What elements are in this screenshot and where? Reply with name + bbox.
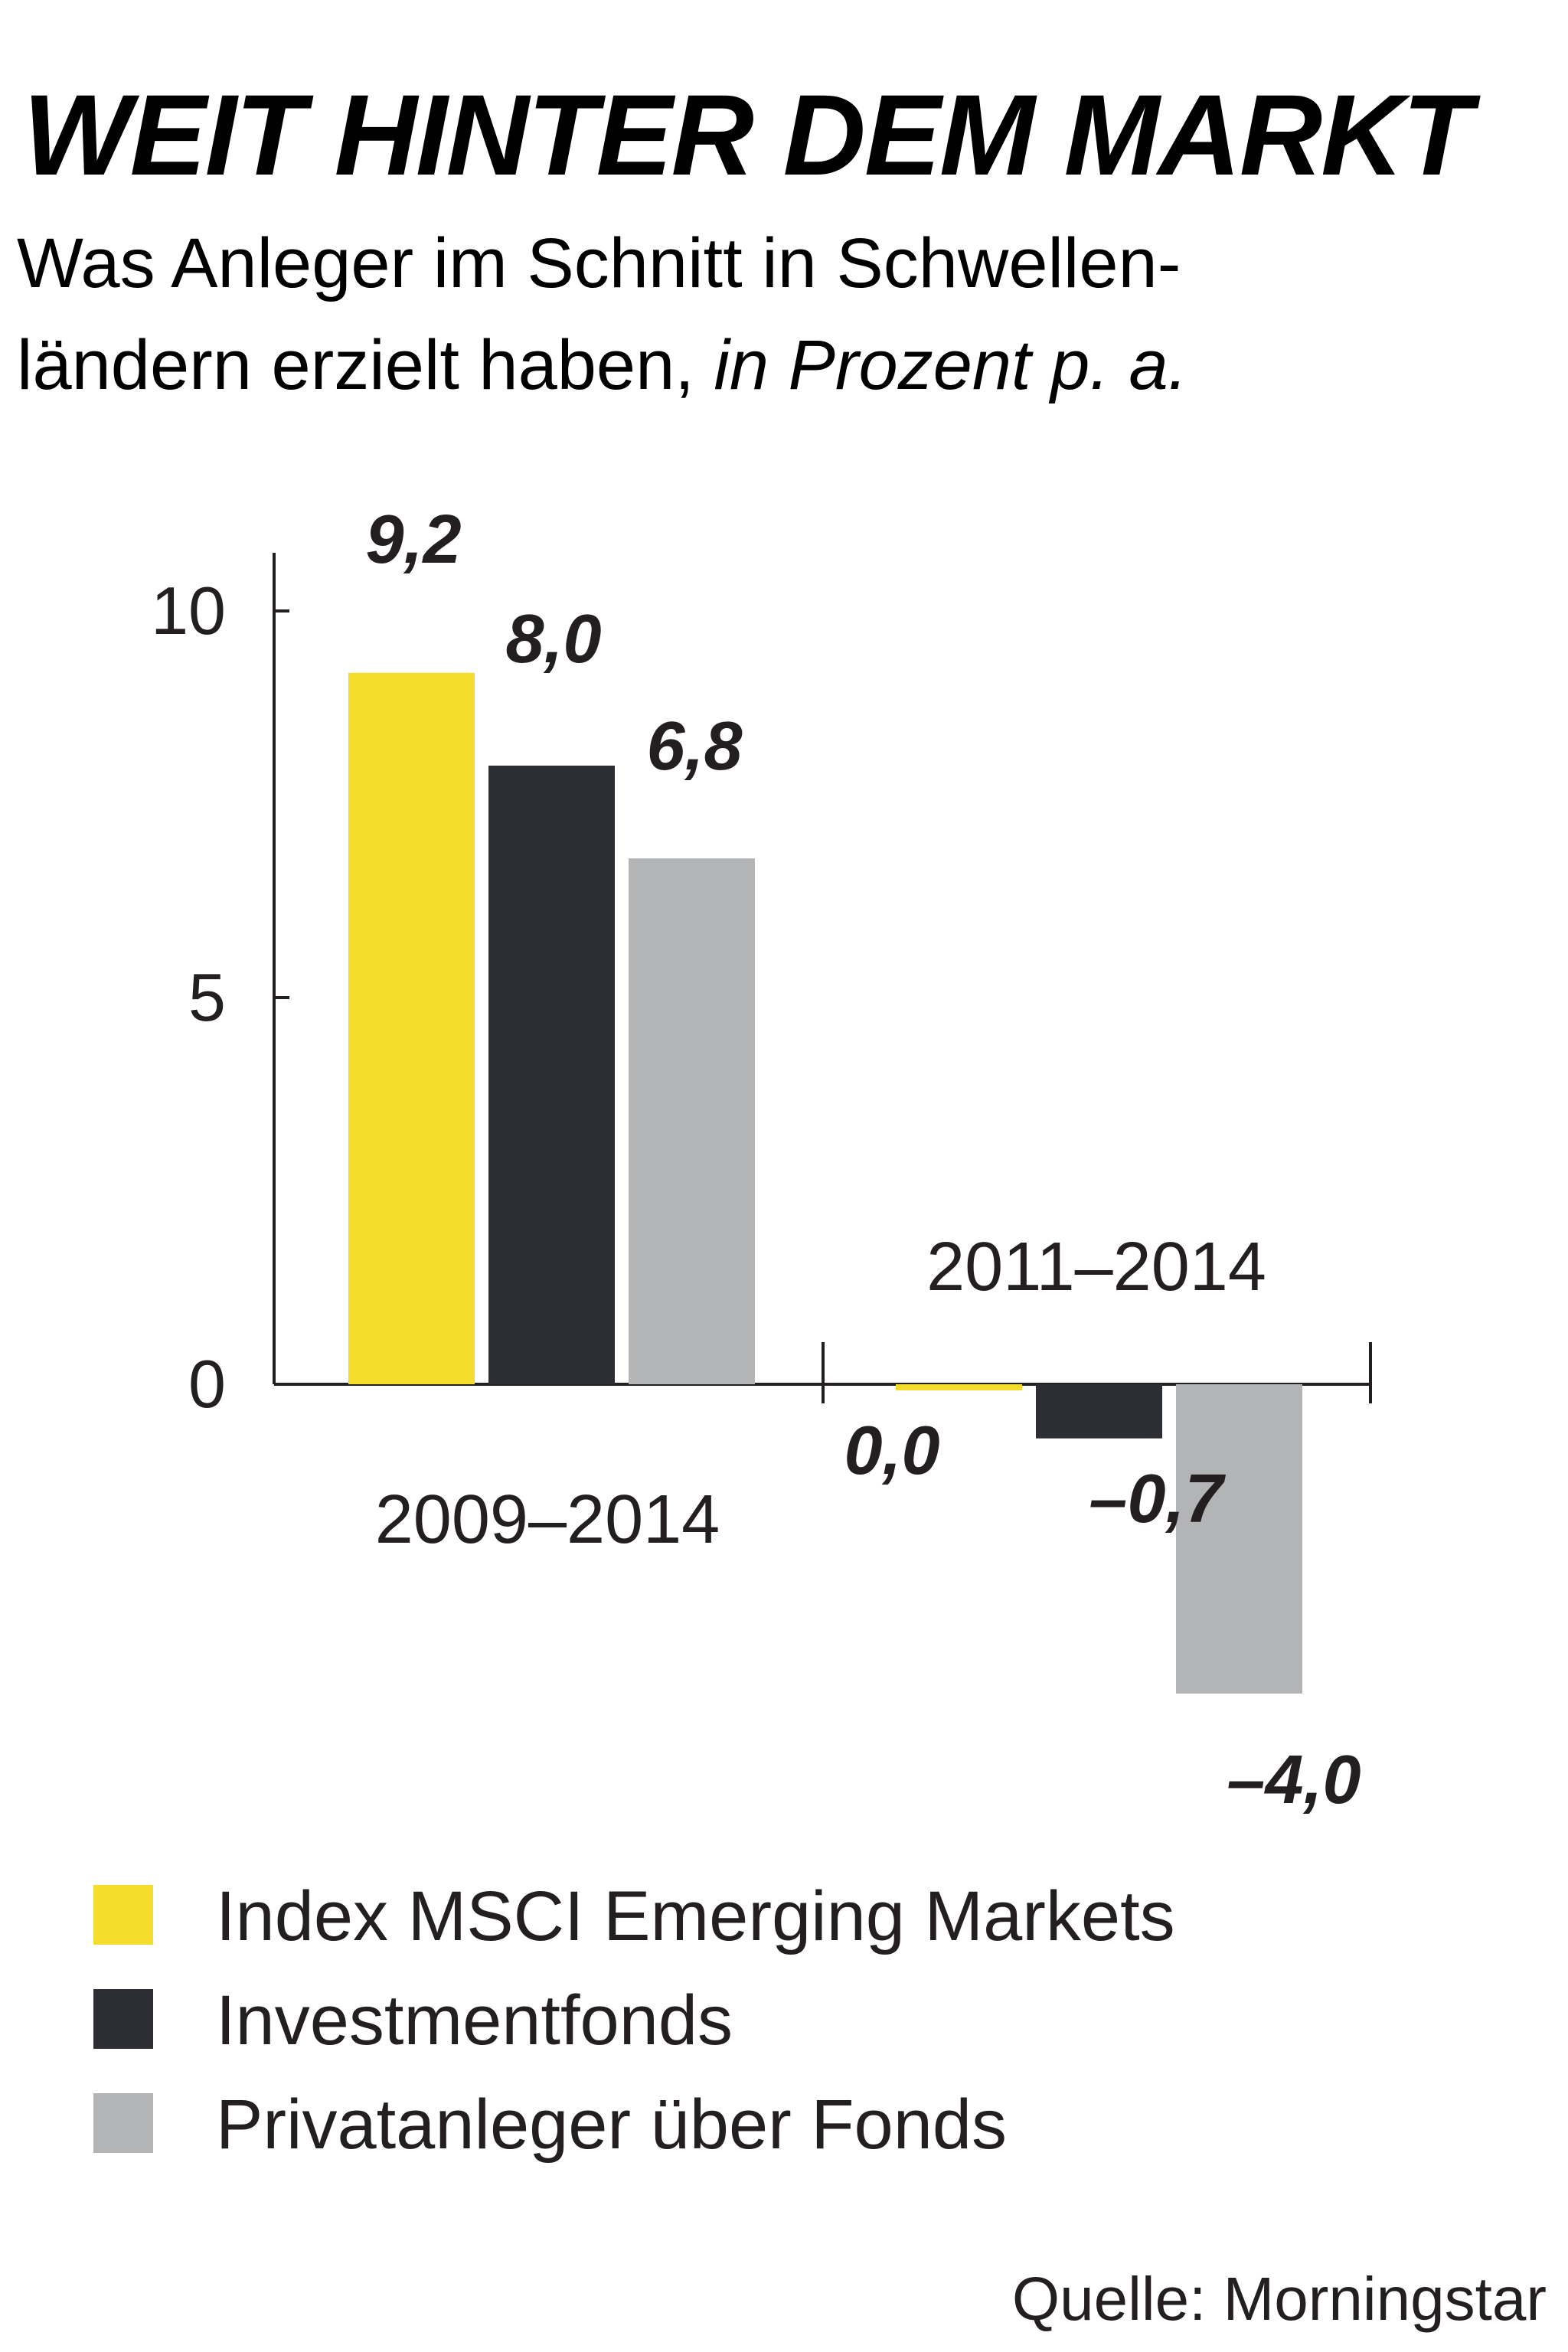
legend-swatch	[93, 1885, 153, 1945]
x-category-label: 2011–2014	[926, 1229, 1266, 1305]
data-label: 8,0	[505, 601, 601, 678]
bar	[1176, 1384, 1302, 1694]
legend-label: Investmentfonds	[216, 1981, 733, 2060]
legend-swatch	[93, 1989, 153, 2049]
legend-swatch	[93, 2093, 153, 2153]
data-label: –0,7	[1089, 1461, 1226, 1537]
legend-label: Privatanleger über Fonds	[216, 2086, 1007, 2164]
data-labels: 9,2 8,0 6,8 0,0 –0,7 –4,0	[365, 501, 1361, 1818]
data-label: –4,0	[1227, 1742, 1361, 1818]
x-category-label: 2009–2014	[375, 1481, 720, 1558]
data-label: 6,8	[646, 708, 742, 785]
legend: Index MSCI Emerging Markets Investmentfon…	[93, 1877, 1175, 2164]
chart-subtitle-line1: Was Anleger im Schnitt in Schwellen-	[17, 224, 1181, 302]
bar	[629, 858, 755, 1384]
bar	[488, 766, 615, 1384]
y-tick-label: 10	[151, 573, 226, 648]
subtitle-regular: ländern erzielt haben,	[17, 326, 714, 404]
bar	[348, 672, 475, 1384]
y-tick-label: 0	[188, 1346, 226, 1422]
y-tick-label: 5	[188, 959, 226, 1035]
chart-title: WEIT HINTER DEM MARKT	[23, 70, 1481, 199]
bars	[348, 672, 1302, 1694]
bar	[896, 1384, 1022, 1390]
subtitle-unit: in Prozent p. a.	[714, 326, 1187, 404]
source-note: Quelle: Morningstar	[1012, 2265, 1547, 2333]
data-label: 0,0	[844, 1413, 939, 1489]
chart-subtitle-line2: ländern erzielt haben, in Prozent p. a.	[17, 326, 1187, 404]
bar	[1036, 1384, 1162, 1439]
data-label: 9,2	[365, 501, 461, 578]
legend-label: Index MSCI Emerging Markets	[216, 1877, 1175, 1955]
